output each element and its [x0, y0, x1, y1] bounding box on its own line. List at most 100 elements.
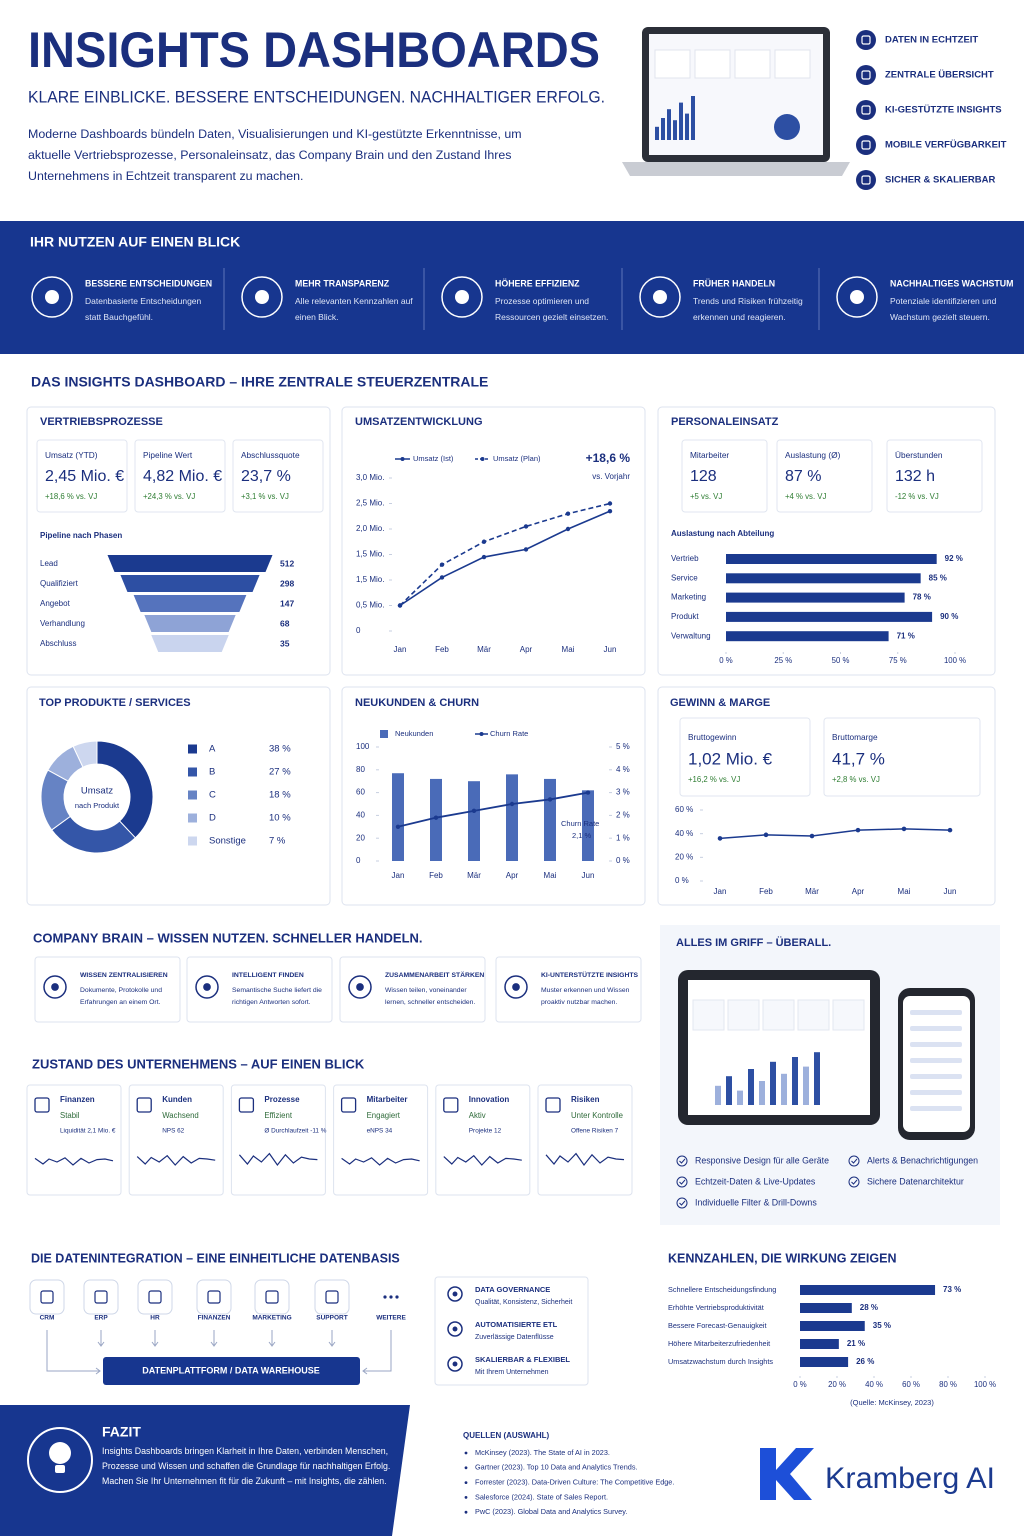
- status-card: [26, 1084, 122, 1196]
- bar-value: 71 %: [897, 631, 915, 640]
- icon: [512, 983, 520, 991]
- line-point: [947, 827, 953, 833]
- line-point: [565, 526, 571, 532]
- y-tick-label: 60 %: [675, 805, 693, 814]
- conclusion-icon: [27, 1427, 93, 1493]
- kpi-label: Bruttogewinn: [688, 732, 737, 742]
- x-tick-label: Jun: [582, 871, 595, 880]
- bar: [726, 611, 933, 622]
- bullet: [464, 1466, 468, 1470]
- phone-display: [903, 996, 970, 1132]
- sparkline: [341, 1157, 420, 1166]
- bar: [430, 778, 442, 861]
- line-point: [395, 824, 401, 829]
- kpi-box: [886, 439, 983, 513]
- mock-row: [910, 1074, 962, 1079]
- arrow: [268, 1330, 276, 1347]
- status-icon: [34, 1097, 50, 1113]
- line-point: [397, 603, 403, 608]
- kpi-value: 132 h: [895, 468, 935, 485]
- quality-title: AUTOMATISIERTE ETL: [475, 1320, 558, 1329]
- status-title: Prozesse: [264, 1095, 300, 1104]
- kpi-delta: -12 % vs. VJ: [895, 492, 939, 501]
- mock-bar: [737, 1090, 743, 1105]
- line-point: [855, 827, 861, 833]
- source-label: WEITERE: [376, 1315, 406, 1322]
- x-tick-label: Mär: [467, 871, 481, 880]
- bullet: [464, 1510, 468, 1514]
- card: [341, 686, 646, 906]
- icon: [45, 290, 59, 304]
- kpi-value: 41,7 %: [832, 749, 885, 768]
- source-note: (Quelle: McKinsey, 2023): [850, 1398, 934, 1407]
- annotation-note: vs. Vorjahr: [592, 472, 630, 481]
- x-tick-label: Mai: [898, 887, 911, 896]
- funnel-label: Verhandlung: [40, 619, 85, 628]
- mock-bar: [803, 1066, 809, 1105]
- bullet: [464, 1451, 468, 1455]
- check-icon: [851, 1179, 858, 1185]
- section-title: COMPANY BRAIN – WISSEN NUTZEN. SCHNELLER…: [33, 930, 423, 945]
- more-dots: [383, 1295, 387, 1299]
- conclusion-text: Insights Dashboards bringen Klarheit in …: [102, 1446, 391, 1486]
- bar: [800, 1303, 852, 1313]
- brain-title: KI-UNTERSTÜTZTE INSIGHTS: [541, 970, 639, 979]
- mock-card: [692, 999, 725, 1031]
- status-icon: [545, 1097, 561, 1113]
- benefit-text: Potenziale identifizieren und Wachstum g…: [890, 296, 997, 322]
- y-tick-label: 3,0 Mio.: [356, 473, 384, 482]
- line-point: [585, 790, 591, 795]
- status-icon: [136, 1097, 152, 1113]
- arrow: [328, 1330, 336, 1347]
- y-tick-label: 0,5 Mio.: [356, 601, 384, 610]
- feature-icon: [856, 65, 876, 85]
- mock-bar: [667, 109, 671, 140]
- brain-title: INTELLIGENT FINDEN: [232, 972, 304, 979]
- x-tick-label: Apr: [520, 645, 533, 654]
- intro: Moderne Dashboards bündeln Daten, Visual…: [28, 127, 522, 183]
- bar: [726, 573, 921, 584]
- kpi-delta: +4 % vs. VJ: [785, 492, 826, 501]
- funnel-stage: [151, 635, 229, 652]
- chart-title: Auslastung nach Abteilung: [671, 529, 774, 538]
- x-tick-label: Mai: [544, 871, 557, 880]
- brain-card: [495, 956, 642, 1023]
- icon: [850, 290, 864, 304]
- card-title: PERSONALEINSATZ: [671, 416, 779, 428]
- bar-value: 78 %: [913, 593, 931, 602]
- donut-sublabel: nach Produkt: [75, 801, 120, 810]
- source-glyph: [325, 1290, 339, 1304]
- feature-icon: [856, 135, 876, 155]
- y-tick-label: 0: [356, 856, 361, 865]
- kpi-value: 2,45 Mio. €: [45, 468, 124, 485]
- bar: [468, 781, 480, 861]
- sources-title: QUELLEN (AUSWAHL): [463, 1431, 550, 1440]
- quality-text: Zuverlässige Datenflüsse: [475, 1334, 554, 1341]
- feature-icon: [856, 170, 876, 190]
- status-detail: NPS 62: [162, 1128, 184, 1135]
- card: [341, 406, 646, 676]
- kpi-delta: +3,1 % vs. VJ: [241, 492, 289, 501]
- mock-bar: [673, 120, 677, 140]
- icon: [639, 276, 681, 318]
- icon: [452, 1361, 458, 1367]
- status-card: [537, 1084, 633, 1196]
- x-tick-label: 50 %: [832, 656, 850, 665]
- bar-label: Umsatzwachstum durch Insights: [668, 1357, 773, 1366]
- benefits-band: [0, 221, 1024, 354]
- brain-text: Semantische Suche liefert die richtigen …: [232, 987, 322, 1006]
- mock-bar: [781, 1073, 787, 1105]
- benefit-title: MEHR TRANSPARENZ: [295, 278, 390, 288]
- status-title: Kunden: [162, 1095, 192, 1104]
- source-label: SUPPORT: [316, 1315, 347, 1322]
- line-point: [547, 797, 553, 802]
- feature-icon: [856, 30, 876, 50]
- bar-value: 90 %: [940, 612, 958, 621]
- section-title: ALLES IM GRIFF – ÜBERALL.: [676, 936, 831, 949]
- source-item: Gartner (2023). Top 10 Data and Analytic…: [475, 1463, 638, 1472]
- kpi-label: Bruttomarge: [832, 732, 878, 742]
- mobile-feature: Sichere Datenarchitektur: [867, 1176, 964, 1186]
- card-title: NEUKUNDEN & CHURN: [355, 697, 479, 709]
- kpi-box: [823, 717, 981, 797]
- x-tick-label: Apr: [852, 887, 865, 896]
